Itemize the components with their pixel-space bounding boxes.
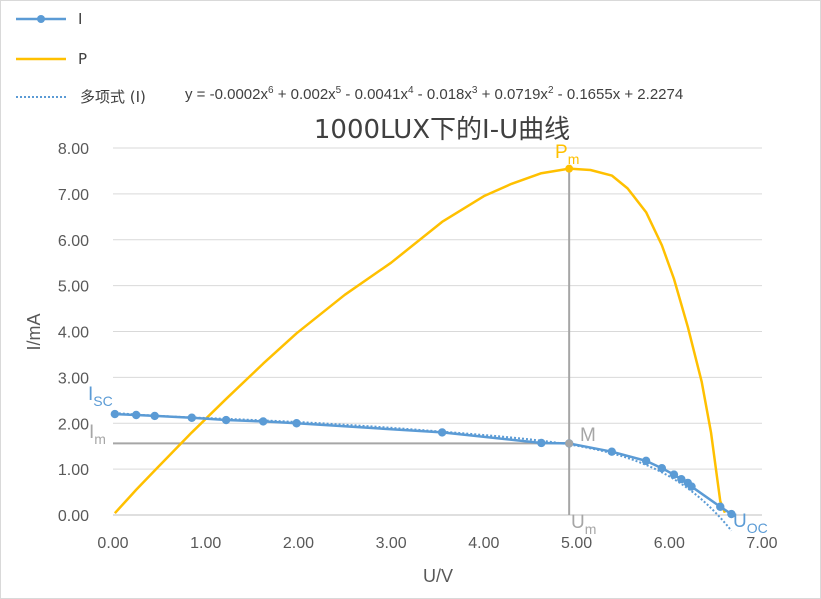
- x-axis-title: U/V: [423, 566, 453, 586]
- series-i-point[interactable]: [607, 447, 617, 456]
- pm-point[interactable]: [565, 164, 574, 173]
- reference-lines: [113, 168, 571, 515]
- y-axis-title: I/mA: [24, 313, 44, 350]
- y-axis-ticks: 0.00 1.00 2.00 3.00 4.00 5.00 6.00 7.00 8.00: [58, 141, 89, 525]
- legend-label-i: I: [78, 10, 82, 28]
- series-i-point[interactable]: [221, 415, 231, 425]
- x-axis-ticks: 0.00 1.00 2.00 3.00 4.00 5.00 6.00 7.00: [97, 535, 777, 552]
- x-tick-label: 2.00: [283, 535, 314, 552]
- legend-item-i[interactable]: I: [16, 10, 82, 28]
- im-label: Im: [89, 422, 106, 447]
- legend-label-poly: 多项式 (I): [80, 88, 146, 106]
- series-i-point[interactable]: [110, 409, 120, 419]
- m-point[interactable]: [565, 439, 574, 448]
- series-i-point[interactable]: [727, 509, 736, 519]
- series-i-line: [114, 412, 733, 516]
- series-i-point[interactable]: [537, 438, 546, 448]
- y-tick-label: 8.00: [58, 141, 89, 158]
- series-i-point[interactable]: [641, 456, 651, 466]
- y-tick-label: 3.00: [58, 370, 89, 387]
- series-layer: [110, 164, 736, 532]
- uoc-label: UOC: [733, 511, 768, 536]
- legend-marker-i: [37, 15, 45, 23]
- x-tick-label: 0.00: [97, 535, 128, 552]
- series-i-point[interactable]: [258, 417, 268, 426]
- pm-label: Pm: [555, 142, 579, 167]
- x-tick-label: 4.00: [468, 535, 499, 552]
- m-label: M: [580, 425, 596, 446]
- legend: I P 多项式 (I): [16, 10, 146, 106]
- series-i-point[interactable]: [150, 411, 159, 421]
- um-label: Um: [571, 512, 596, 537]
- y-tick-label: 5.00: [58, 279, 89, 296]
- series-i-point[interactable]: [131, 410, 141, 420]
- x-tick-label: 7.00: [746, 535, 777, 552]
- series-i-point[interactable]: [657, 464, 667, 473]
- y-tick-label: 1.00: [58, 462, 89, 479]
- series-i-point[interactable]: [187, 413, 197, 422]
- series-i-point[interactable]: [292, 419, 301, 428]
- series-i-point[interactable]: [716, 502, 725, 511]
- y-tick-label: 4.00: [58, 325, 89, 342]
- y-tick-label: 6.00: [58, 233, 89, 250]
- series-p-line: [113, 167, 727, 515]
- legend-item-p[interactable]: P: [16, 50, 87, 68]
- x-tick-label: 6.00: [654, 535, 685, 552]
- y-tick-label: 0.00: [58, 508, 89, 525]
- isc-label: ISC: [88, 384, 113, 409]
- x-tick-label: 3.00: [376, 535, 407, 552]
- gridlines: [113, 147, 762, 516]
- y-tick-label: 2.00: [58, 416, 89, 433]
- trendline-equation: y = -0.0002x6 + 0.002x5 - 0.0041x4 - 0.0…: [185, 85, 683, 103]
- series-i-point[interactable]: [687, 482, 696, 491]
- series-i-point[interactable]: [437, 428, 447, 437]
- y-tick-label: 7.00: [58, 187, 89, 204]
- series-i-point[interactable]: [677, 475, 686, 484]
- legend-item-poly[interactable]: 多项式 (I): [16, 88, 146, 106]
- x-tick-label: 1.00: [190, 535, 221, 552]
- legend-label-p: P: [78, 50, 87, 68]
- series-i-point[interactable]: [669, 470, 679, 479]
- chart-title: 1000LUX下的I-U曲线: [314, 115, 570, 145]
- x-tick-label: 5.00: [561, 535, 592, 552]
- annotations: ISC Im M Pm Um UOC: [88, 142, 768, 537]
